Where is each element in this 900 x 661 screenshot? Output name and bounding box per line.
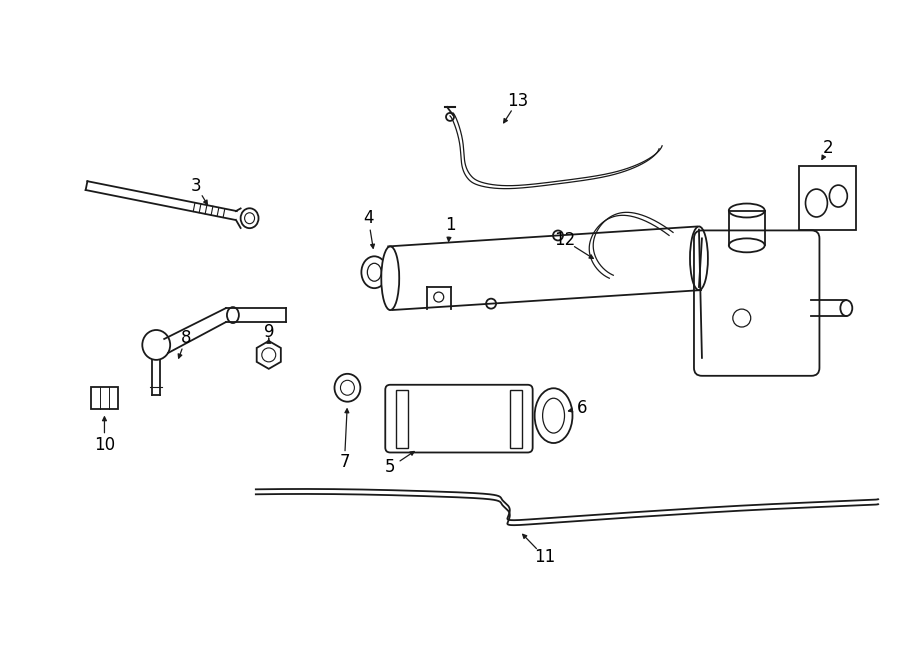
Ellipse shape [729,239,765,253]
Text: 2: 2 [824,139,833,157]
Text: 5: 5 [385,459,395,477]
Bar [798,166,856,231]
Ellipse shape [690,227,708,290]
Text: 11: 11 [534,548,555,566]
Text: 12: 12 [554,231,575,249]
Circle shape [553,231,563,241]
Text: 1: 1 [445,216,455,235]
Text: 10: 10 [94,436,115,453]
Text: 8: 8 [181,329,192,347]
Text: 3: 3 [191,176,202,194]
Circle shape [486,299,496,309]
Text: 4: 4 [363,210,374,227]
Text: 13: 13 [507,92,528,110]
Text: 7: 7 [339,453,350,471]
Text: 6: 6 [577,399,588,416]
Text: 9: 9 [264,323,274,341]
Ellipse shape [382,247,400,310]
Ellipse shape [227,307,239,323]
Ellipse shape [729,204,765,217]
Ellipse shape [841,300,852,316]
